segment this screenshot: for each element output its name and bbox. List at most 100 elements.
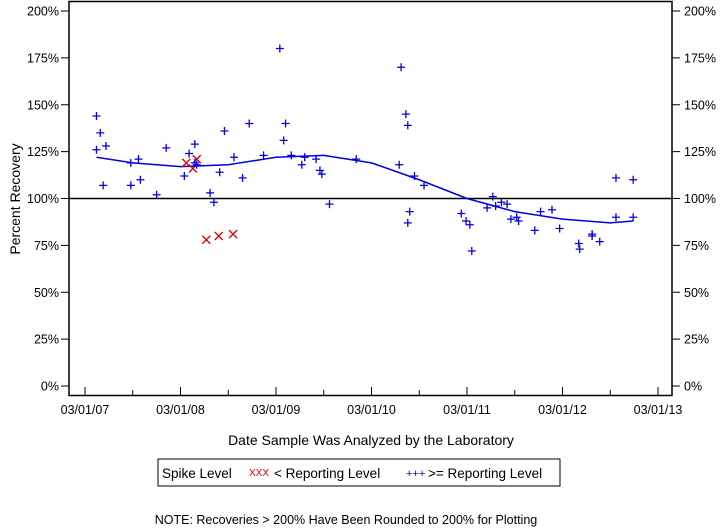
y-tick-label-right: 125% <box>684 145 716 159</box>
legend: Spike Level XXX < Reporting Level +++ >=… <box>157 458 561 487</box>
data-point <box>483 203 492 212</box>
y-tick-label-right: 50% <box>684 286 709 300</box>
legend-label-red: < Reporting Level <box>274 466 380 481</box>
x-tick-label: 03/01/07 <box>61 403 110 417</box>
data-point <box>629 175 638 184</box>
data-point <box>190 158 199 167</box>
x-tick-label: 03/01/11 <box>443 403 491 417</box>
data-point <box>190 140 199 149</box>
y-tick-label-right: 150% <box>684 98 716 112</box>
y-ticks-right: 0% 25% 50% 75% 100% 125% 150% 175% 200% <box>672 5 716 394</box>
data-point <box>215 168 224 177</box>
data-point <box>214 231 224 241</box>
data-point <box>403 121 412 130</box>
data-point <box>279 136 288 145</box>
data-point <box>575 245 584 254</box>
y-axis-title: Percent Recovery <box>7 143 23 254</box>
data-point <box>220 127 229 135</box>
data-point <box>192 160 201 169</box>
x-ticks: 03/01/07 03/01/08 03/01/09 03/01/10 03/01/11… <box>61 387 683 417</box>
data-point <box>281 119 290 128</box>
note: NOTE: Recoveries > 200% Have Been Rounde… <box>155 513 538 527</box>
y-tick-label-left: 75% <box>34 239 59 253</box>
data-point <box>397 63 406 72</box>
data-points <box>92 44 638 255</box>
y-tick-label-right: 75% <box>684 239 709 253</box>
data-point <box>506 215 515 224</box>
data-point <box>574 239 583 248</box>
data-point <box>547 205 556 214</box>
data-point <box>514 217 523 225</box>
x-tick-label: 03/01/12 <box>538 403 587 417</box>
data-point <box>209 198 218 207</box>
data-point <box>188 164 198 173</box>
data-point <box>462 217 471 225</box>
data-point <box>405 207 414 216</box>
data-point <box>312 155 321 164</box>
legend-marker-blue: +++ <box>406 468 425 480</box>
data-point <box>315 166 324 175</box>
data-point <box>352 155 361 164</box>
data-point <box>401 110 410 119</box>
y-tick-label-right: 0% <box>684 380 702 394</box>
y-tick-label-left: 0% <box>41 380 59 394</box>
x-tick-label: 03/01/13 <box>634 403 683 417</box>
data-point <box>238 173 247 182</box>
y-tick-label-left: 25% <box>34 333 59 347</box>
y-tick-label-right: 100% <box>684 192 716 206</box>
data-point <box>497 198 506 207</box>
data-point <box>512 213 521 222</box>
data-point <box>467 247 476 255</box>
data-point <box>228 229 238 239</box>
y-tick-label-left: 175% <box>27 51 59 65</box>
data-point <box>488 192 497 201</box>
y-tick-label-left: 100% <box>27 192 59 206</box>
data-point <box>152 190 161 199</box>
data-point <box>403 218 412 227</box>
series-below-reporting-level <box>181 154 238 245</box>
data-point <box>611 173 620 182</box>
data-point <box>611 213 620 222</box>
x-tick-label: 03/01/08 <box>156 403 205 417</box>
data-point <box>395 160 404 169</box>
data-point <box>99 181 108 190</box>
data-point <box>201 235 211 245</box>
data-point <box>180 172 189 180</box>
data-point <box>229 153 238 162</box>
data-point <box>536 207 545 216</box>
y-tick-label-left: 125% <box>27 145 59 159</box>
data-point <box>259 151 268 160</box>
data-point <box>410 172 419 180</box>
y-tick-label-right: 25% <box>684 333 709 347</box>
data-point <box>629 213 638 222</box>
data-point <box>206 188 215 197</box>
data-point <box>192 154 202 164</box>
data-point <box>297 160 306 169</box>
data-point <box>126 158 135 167</box>
data-point <box>530 226 539 235</box>
data-point <box>465 220 474 229</box>
x-axis-title: Date Sample Was Analyzed by the Laborato… <box>228 432 514 448</box>
data-point <box>595 237 604 246</box>
data-point <box>96 128 105 137</box>
data-point <box>92 112 101 120</box>
x-tick-label: 03/01/10 <box>347 403 396 417</box>
data-point <box>588 232 597 240</box>
y-tick-label-right: 175% <box>684 51 716 65</box>
data-point <box>317 170 326 179</box>
data-point <box>92 145 101 154</box>
series-at-or-above-reporting-level <box>92 44 638 255</box>
data-point <box>457 209 466 218</box>
data-point <box>245 119 254 128</box>
data-point <box>555 224 564 233</box>
x-tick-label: 03/01/09 <box>252 403 301 417</box>
data-point <box>287 151 296 160</box>
data-point <box>300 153 309 162</box>
y-tick-label-left: 150% <box>27 98 59 112</box>
data-point <box>102 142 111 150</box>
legend-title: Spike Level <box>162 466 232 481</box>
y-tick-label-left: 50% <box>34 286 59 300</box>
y-ticks-left: 0% 25% 50% 75% 100% 125% 150% 175% 200% <box>27 5 69 394</box>
y-tick-label-right: 200% <box>684 5 716 19</box>
